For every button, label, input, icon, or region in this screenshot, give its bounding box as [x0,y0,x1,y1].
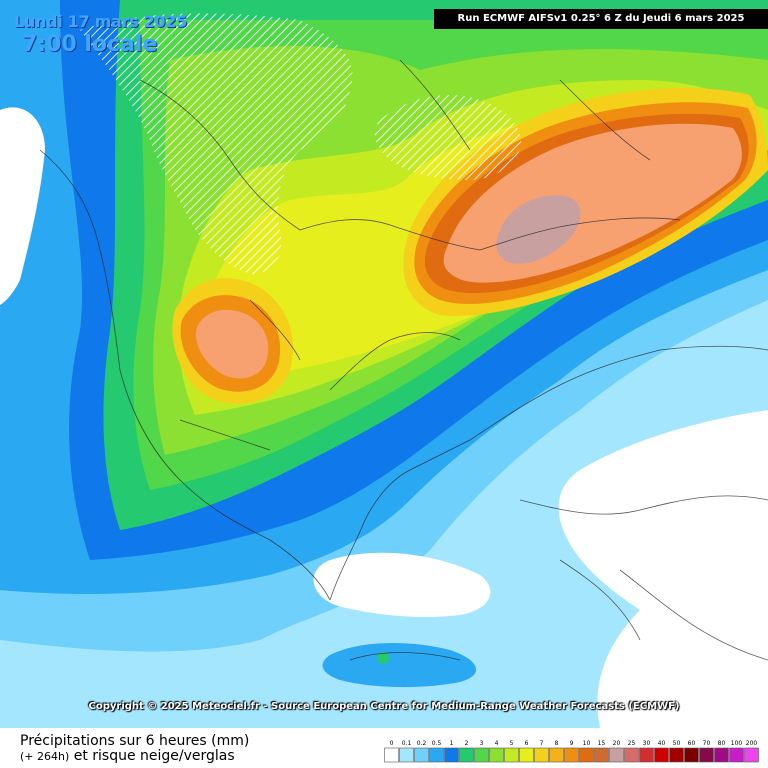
legend-tick-label: 10 [583,740,591,747]
legend-tick-label: 1 [450,740,454,747]
legend-color-swatch [699,747,714,763]
legend-color-swatch [609,747,624,763]
legend-tick-label: 0.5 [432,740,442,747]
legend-tick-label: 80 [718,740,726,747]
legend-tick-label: 7 [540,740,544,747]
legend-color-swatch [399,747,414,763]
dry-patch-west [0,107,45,305]
legend-lead-time: (+ 264h) [20,750,70,763]
legend-color-swatch [384,747,399,763]
legend-color-swatch [564,747,579,763]
legend-color-swatch [654,747,669,763]
legend-tick-label: 0 [390,740,394,747]
legend-tick-label: 70 [703,740,711,747]
legend-tick-label: 3 [480,740,484,747]
legend-tick-label: 8 [555,740,559,747]
legend-footer: Précipitations sur 6 heures (mm) (+ 264h… [0,728,768,768]
forecast-date: Lundi 17 mars 2025 [14,12,187,31]
coastlines [39,59,768,661]
precipitation-map [0,0,768,728]
legend-color-swatch [624,747,639,763]
precip-band-15-west [195,309,269,379]
legend-color-swatch [579,747,594,763]
forecast-time: 7:00 locale [22,32,158,57]
legend-tick-label: 15 [598,740,606,747]
legend-tick-label: 9 [570,740,574,747]
snow-risk-hatch-east [374,95,521,180]
legend-subtitle: et risque neige/verglas [73,748,235,764]
legend-color-swatch [669,747,684,763]
legend-tick-label: 6 [525,740,529,747]
legend-color-swatch [489,747,504,763]
legend-color-swatch [504,747,519,763]
legend-tick-label: 2 [465,740,469,747]
crete-precip [322,643,477,688]
legend-tick-label: 200 [746,740,758,747]
legend-color-swatch [459,747,474,763]
legend-tick-label: 40 [658,740,666,747]
legend-color-swatch [684,747,699,763]
legend-tick-label: 30 [643,740,651,747]
legend-color-swatch [519,747,534,763]
legend-color-swatch [744,747,759,763]
legend-color-swatch [594,747,609,763]
dry-patch-turkey [558,410,768,728]
legend-color-swatch [714,747,729,763]
copyright-notice: Copyright © 2025 Meteociel.fr - Source E… [88,701,680,712]
legend-color-swatch [639,747,654,763]
legend-color-swatch [474,747,489,763]
legend-tick-label: 60 [688,740,696,747]
snow-risk-hatch [80,13,353,275]
legend-tick-label: 20 [613,740,621,747]
legend-color-swatch [429,747,444,763]
legend-tick-label: 25 [628,740,636,747]
legend-color-swatch [549,747,564,763]
legend-color-swatch [534,747,549,763]
legend-tick-label: 4 [495,740,499,747]
legend-color-swatch [444,747,459,763]
legend-tick-label: 0.1 [402,740,412,747]
legend-tick-label: 50 [673,740,681,747]
precip-band-20-east [496,195,581,264]
color-scale: 0 0.1 0.2 0.5 1 2 3 4 5 6 7 8 9 10 15 20 25 30 40 50 60 70 80 1… [384,740,759,763]
legend-color-swatch [414,747,429,763]
dry-patch-aegean [313,552,491,617]
legend-tick-label: 0.2 [417,740,427,747]
legend-color-swatch [729,747,744,763]
legend-subtitle-row: (+ 264h) et risque neige/verglas [20,748,235,764]
legend-tick-label: 100 [731,740,743,747]
legend-tick-label: 5 [510,740,514,747]
run-banner: Run ECMWF AIFSv1 0.25° 6 Z du Jeudi 6 ma… [434,9,768,29]
legend-title: Précipitations sur 6 heures (mm) [20,733,250,749]
crete-peak [377,652,389,664]
